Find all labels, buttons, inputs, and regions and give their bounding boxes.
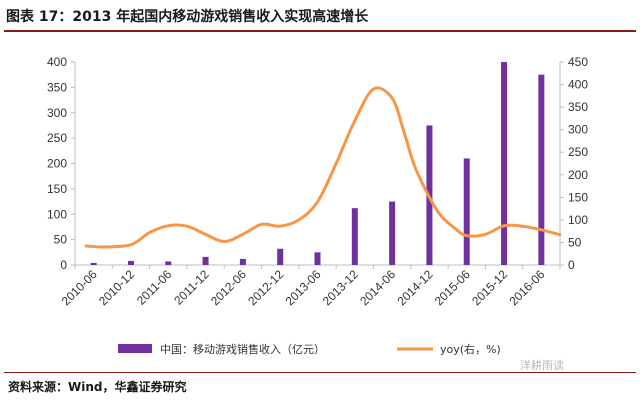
- bar: [314, 252, 321, 265]
- x-tick-label: 2013-12: [320, 267, 361, 308]
- legend-bar-label: 中国：移动游戏销售收入（亿元）: [160, 342, 325, 356]
- y-left-tick-label: 50: [54, 233, 68, 247]
- x-tick-label: 2013-06: [283, 267, 324, 308]
- bar: [127, 260, 134, 265]
- y-right-tick-label: 450: [568, 55, 588, 69]
- y-left-tick-label: 300: [47, 106, 67, 120]
- y-right-tick-label: 150: [568, 190, 588, 204]
- x-tick-label: 2012-06: [208, 267, 249, 308]
- x-tick-label: 2015-12: [469, 267, 510, 308]
- x-tick-label: 2010-06: [59, 267, 100, 308]
- legend-line-label: yoy(右，%): [440, 342, 501, 356]
- bar: [351, 208, 358, 265]
- y-right-tick-label: 0: [568, 258, 575, 272]
- y-left-tick-label: 100: [47, 207, 67, 221]
- bar: [538, 74, 545, 265]
- bar: [165, 261, 172, 265]
- title-divider: [4, 30, 636, 32]
- y-right-tick-label: 400: [568, 78, 588, 92]
- y-right-tick-label: 350: [568, 100, 588, 114]
- bar: [501, 62, 508, 265]
- x-tick-label: 2015-06: [432, 267, 473, 308]
- axes-layer: [71, 61, 564, 269]
- bar: [90, 262, 97, 265]
- x-tick-label: 2012-12: [245, 267, 286, 308]
- y-left-tick-label: 200: [47, 157, 67, 171]
- y-left-tick-label: 250: [47, 131, 67, 145]
- y-left-tick-label: 400: [47, 55, 67, 69]
- y-right-tick-label: 250: [568, 145, 588, 159]
- x-tick-label: 2014-12: [394, 267, 435, 308]
- legend-bar-swatch: [118, 344, 152, 353]
- y-right-tick-label: 100: [568, 213, 588, 227]
- y-left-tick-label: 0: [60, 258, 67, 272]
- x-tick-label: 2010-12: [96, 267, 137, 308]
- chart: 0 50 100 150 200 250 300 350 400 0 50 100 150 200 250 3…: [47, 55, 588, 356]
- y-right-tick-label: 50: [568, 235, 582, 249]
- x-tick-label: 2016-06: [506, 267, 547, 308]
- x-tick-label: 2011-06: [134, 267, 175, 308]
- y-left-tick-label: 350: [47, 80, 67, 94]
- bar: [239, 258, 246, 265]
- bar: [389, 201, 396, 265]
- bar: [277, 248, 284, 265]
- legend: 中国：移动游戏销售收入（亿元） yoy(右，%): [118, 342, 501, 356]
- bar: [202, 256, 209, 265]
- source-divider: [4, 372, 636, 373]
- y-right-tick-label: 300: [568, 123, 588, 137]
- figure-title: 图表 17：2013 年起国内移动游戏销售收入实现高速增长: [6, 9, 369, 25]
- y-right-tick-label: 200: [568, 168, 588, 182]
- y-left-tick-label: 150: [47, 182, 67, 196]
- watermark-text: 洋耕雨读: [520, 359, 564, 372]
- x-tick-label: 2011-12: [171, 267, 212, 308]
- line-layer: [84, 86, 562, 249]
- yoy-line: [84, 86, 562, 249]
- ticks-layer: 0 50 100 150 200 250 300 350 400 0 50 100 150 200 250 3…: [47, 55, 588, 308]
- bar: [463, 158, 470, 265]
- x-tick-label: 2014-06: [357, 267, 398, 308]
- source-note: 资料来源：Wind，华鑫证券研究: [8, 380, 187, 394]
